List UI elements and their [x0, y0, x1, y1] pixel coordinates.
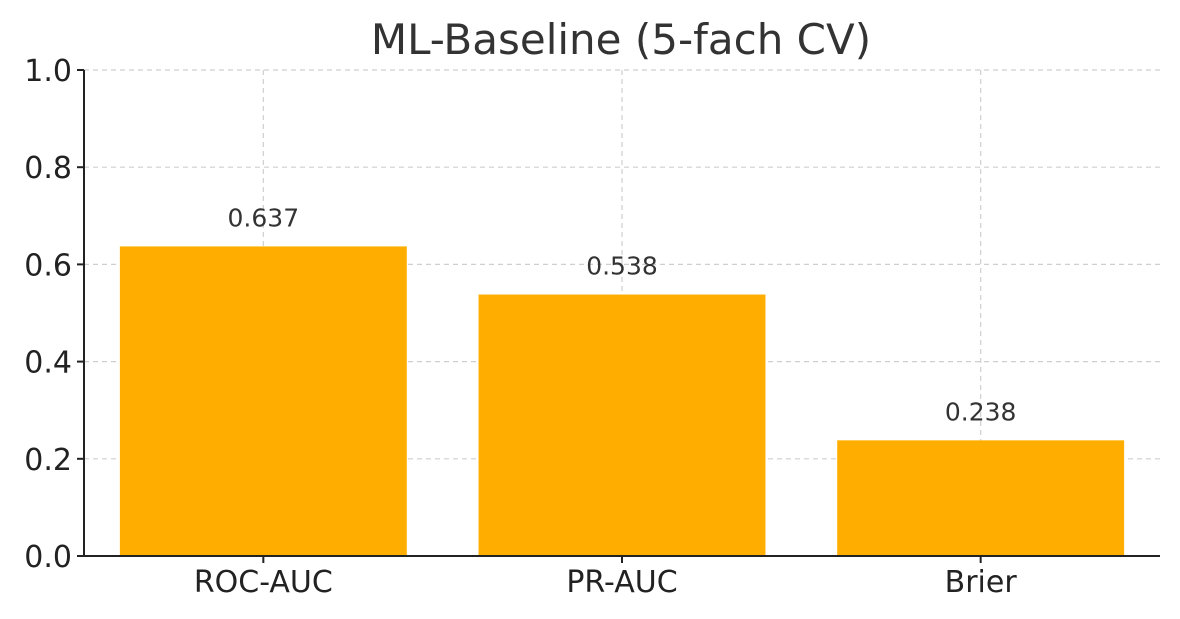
x-tick-label: ROC-AUC — [194, 565, 333, 600]
bar-pr-auc — [478, 294, 766, 556]
y-tick-label: 0.0 — [24, 540, 72, 575]
data-label: 0.538 — [586, 252, 658, 281]
data-label: 0.637 — [228, 203, 300, 232]
y-tick-label: 0.6 — [24, 248, 72, 283]
y-tick-label: 1.0 — [24, 54, 72, 89]
bar-brier — [837, 440, 1125, 556]
y-tick-label: 0.4 — [24, 346, 72, 381]
x-tick-label: PR-AUC — [566, 565, 677, 600]
bars — [119, 246, 1125, 556]
y-tick-label: 0.8 — [24, 151, 72, 186]
y-tick-label: 0.2 — [24, 443, 72, 478]
bar-roc-auc — [119, 246, 407, 556]
x-tick-label: Brier — [945, 565, 1018, 600]
chart-title: ML-Baseline (5-fach CV) — [371, 15, 871, 64]
labels: 0.0 0.2 0.4 0.6 0.8 1.0 ROC-AUC PR-AUC Brier 0.63… — [24, 54, 1017, 600]
data-label: 0.238 — [945, 397, 1017, 426]
axes — [77, 69, 1160, 563]
